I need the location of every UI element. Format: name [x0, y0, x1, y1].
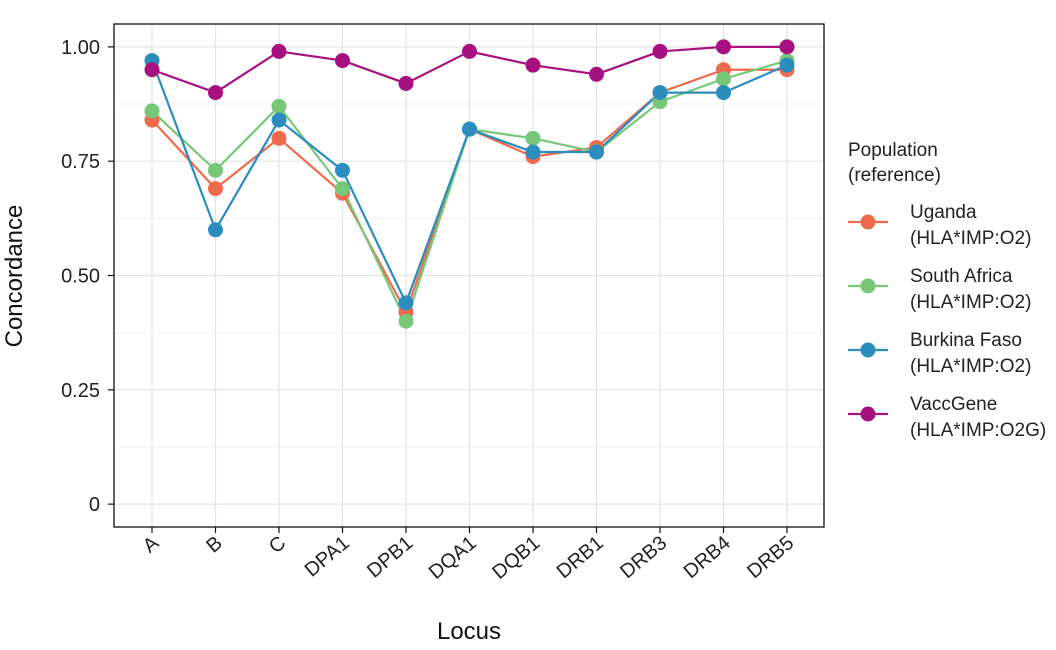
legend-key-point [860, 342, 876, 358]
data-point-3-3 [335, 53, 350, 69]
data-point-3-7 [589, 66, 604, 82]
data-point-1-4 [398, 313, 414, 329]
x-tick-label: B [202, 532, 226, 557]
legend-label-line1: Uganda [910, 202, 977, 223]
legend-key-point [860, 406, 876, 422]
legend-label-line1: VaccGene [910, 394, 997, 415]
legend-label-line2: (HLA*IMP:O2) [910, 356, 1031, 377]
data-point-2-5 [462, 121, 477, 137]
data-point-2-10 [779, 57, 795, 73]
data-point-2-4 [398, 295, 414, 311]
data-point-2-6 [525, 144, 541, 160]
legend-title-line1: Population [848, 140, 938, 161]
x-tick-label: DPA1 [301, 532, 354, 581]
data-point-1-2 [271, 98, 287, 114]
legend-label-line1: South Africa [910, 266, 1013, 287]
data-point-3-8 [652, 43, 668, 59]
grid-lines [114, 24, 824, 527]
data-point-3-0 [144, 62, 160, 78]
data-point-3-6 [525, 57, 541, 73]
legend-title-line2: (reference) [848, 165, 941, 186]
data-point-3-1 [208, 85, 223, 101]
data-point-2-9 [716, 85, 731, 101]
data-point-2-3 [335, 162, 350, 178]
legend-label-line2: (HLA*IMP:O2) [910, 292, 1031, 313]
series-layer [144, 39, 795, 329]
axes: 0 0.25 0.50 0.75 1.00 A B C DPA1 DPB1 DQA1 DQB1 DRB1… [61, 37, 798, 584]
y-tick-label: 1.00 [61, 37, 100, 59]
legend-key-point [860, 214, 876, 230]
legend-label-line2: (HLA*IMP:O2) [910, 228, 1031, 249]
legend-item-3: VaccGene (HLA*IMP:O2G) [848, 394, 1046, 441]
y-tick-label: 0.75 [61, 151, 100, 173]
x-tick-label: DPB1 [363, 532, 417, 582]
data-point-1-3 [335, 181, 350, 197]
legend-item-0: Uganda (HLA*IMP:O2) [848, 202, 1031, 249]
legend-key-point [860, 278, 876, 294]
data-point-2-8 [652, 85, 668, 101]
y-tick-label: 0.25 [61, 380, 100, 402]
data-point-0-2 [271, 130, 287, 146]
legend-label-line2: (HLA*IMP:O2G) [910, 420, 1046, 441]
data-point-3-2 [271, 43, 287, 59]
x-tick-label: DRB3 [616, 532, 671, 583]
x-tick-label: C [265, 532, 290, 558]
legend-item-2: Burkina Faso (HLA*IMP:O2) [848, 330, 1031, 377]
data-point-3-5 [462, 43, 477, 59]
legend-label-line1: Burkina Faso [910, 330, 1022, 351]
data-point-1-9 [716, 71, 731, 87]
data-point-2-2 [271, 112, 287, 128]
y-tick-label: 0.50 [61, 266, 100, 288]
data-point-1-6 [525, 130, 541, 146]
x-tick-label: DQA1 [425, 532, 481, 584]
data-point-1-0 [144, 103, 160, 119]
data-point-2-7 [589, 144, 604, 160]
x-tick-label: A [139, 532, 164, 558]
x-axis-title: Locus [437, 618, 501, 645]
data-point-3-9 [716, 39, 731, 55]
y-tick-label: 0 [89, 494, 100, 516]
data-point-3-10 [779, 39, 795, 55]
x-tick-label: DRB5 [743, 532, 798, 583]
legend-item-1: South Africa (HLA*IMP:O2) [848, 266, 1031, 313]
data-point-0-1 [208, 181, 223, 197]
legend: Population (reference) Uganda (HLA*IMP:O2… [848, 140, 1046, 441]
x-tick-label: DRB1 [553, 532, 608, 583]
x-tick-label: DQB1 [488, 532, 544, 584]
data-point-1-1 [208, 162, 223, 178]
y-axis-title: Concordance [1, 205, 28, 348]
data-point-3-4 [398, 75, 414, 91]
x-tick-label: DRB4 [680, 532, 735, 583]
legend-items: Uganda (HLA*IMP:O2) South Africa (HLA*IMP:O… [848, 202, 1046, 441]
data-point-2-1 [208, 222, 223, 238]
